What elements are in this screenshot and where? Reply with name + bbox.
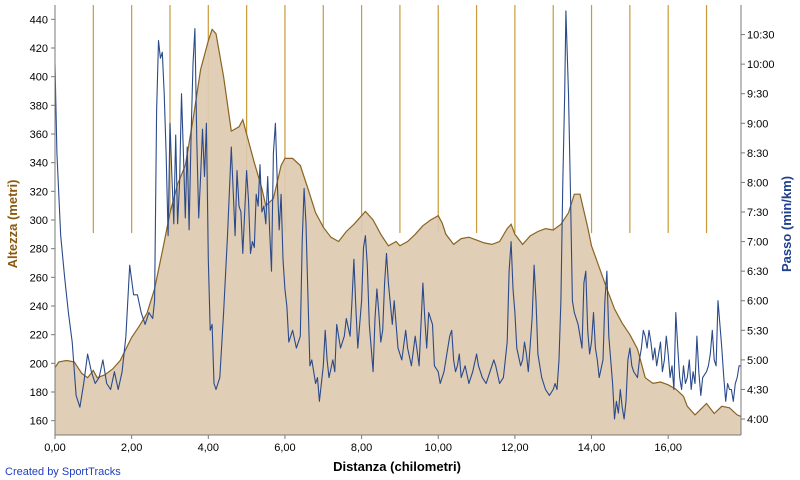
x-tick-label: 6,00 xyxy=(274,442,295,454)
y-left-tick-label: 160 xyxy=(30,416,48,428)
y-left-tick-group: 160 180 200 220 240 260 280 300 320 340 360 380 400 4… xyxy=(30,14,55,428)
pace-line-group xyxy=(54,10,741,420)
y-left-tick-label: 200 xyxy=(30,358,48,370)
x-tick-label: 16,00 xyxy=(654,442,682,454)
y-right-axis-title: Passo (min/km) xyxy=(779,176,794,272)
y-right-tick-label: 6:30 xyxy=(747,266,768,278)
x-tick-label: 0,00 xyxy=(44,442,65,454)
y-left-tick-label: 280 xyxy=(30,244,48,256)
y-right-tick-label: 7:00 xyxy=(747,237,768,249)
y-right-tick-label: 4:30 xyxy=(747,384,768,396)
y-left-tick-label: 260 xyxy=(30,272,48,284)
y-right-tick-label: 9:00 xyxy=(747,118,768,130)
x-tick-label: 12,00 xyxy=(501,442,529,454)
y-left-tick-label: 420 xyxy=(30,43,48,55)
y-left-tick-label: 340 xyxy=(30,158,48,170)
x-axis-title: Distanza (chilometri) xyxy=(333,459,461,474)
y-right-tick-label: 10:00 xyxy=(747,59,775,71)
y-right-tick-label: 4:00 xyxy=(747,414,768,426)
x-tick-label: 4,00 xyxy=(198,442,219,454)
y-right-tick-group: 4:00 4:30 5:00 5:30 6:00 6:30 7:00 7:30 8:00 8:30… xyxy=(741,30,775,426)
elevation-area xyxy=(55,29,741,436)
y-left-tick-label: 380 xyxy=(30,100,48,112)
y-left-tick-label: 400 xyxy=(30,72,48,84)
y-left-tick-label: 320 xyxy=(30,186,48,198)
y-left-tick-label: 180 xyxy=(30,387,48,399)
credit-label: Created by SportTracks xyxy=(5,466,121,478)
y-right-tick-label: 8:30 xyxy=(747,148,768,160)
y-right-tick-label: 9:30 xyxy=(747,89,768,101)
y-right-tick-label: 5:00 xyxy=(747,355,768,367)
y-left-tick-label: 440 xyxy=(30,14,48,26)
y-left-axis-title: Altezza (metri) xyxy=(5,180,20,269)
km-marker-group xyxy=(92,5,708,233)
y-left-tick-label: 300 xyxy=(30,215,48,227)
y-right-tick-label: 5:30 xyxy=(747,325,768,337)
y-right-tick-label: 10:30 xyxy=(747,30,775,42)
y-right-tick-label: 6:00 xyxy=(747,296,768,308)
x-tick-group: 0,00 2,00 4,00 6,00 8,00 10,00 12,00 14,00 16,00 xyxy=(44,435,682,454)
x-tick-label: 14,00 xyxy=(578,442,606,454)
x-tick-label: 8,00 xyxy=(351,442,372,454)
y-right-tick-label: 8:00 xyxy=(747,177,768,189)
pace-line xyxy=(54,10,741,420)
x-tick-label: 2,00 xyxy=(121,442,142,454)
y-left-tick-label: 220 xyxy=(30,330,48,342)
y-left-tick-label: 360 xyxy=(30,129,48,141)
y-left-tick-label: 240 xyxy=(30,301,48,313)
y-right-tick-label: 7:30 xyxy=(747,207,768,219)
x-tick-label: 10,00 xyxy=(424,442,452,454)
